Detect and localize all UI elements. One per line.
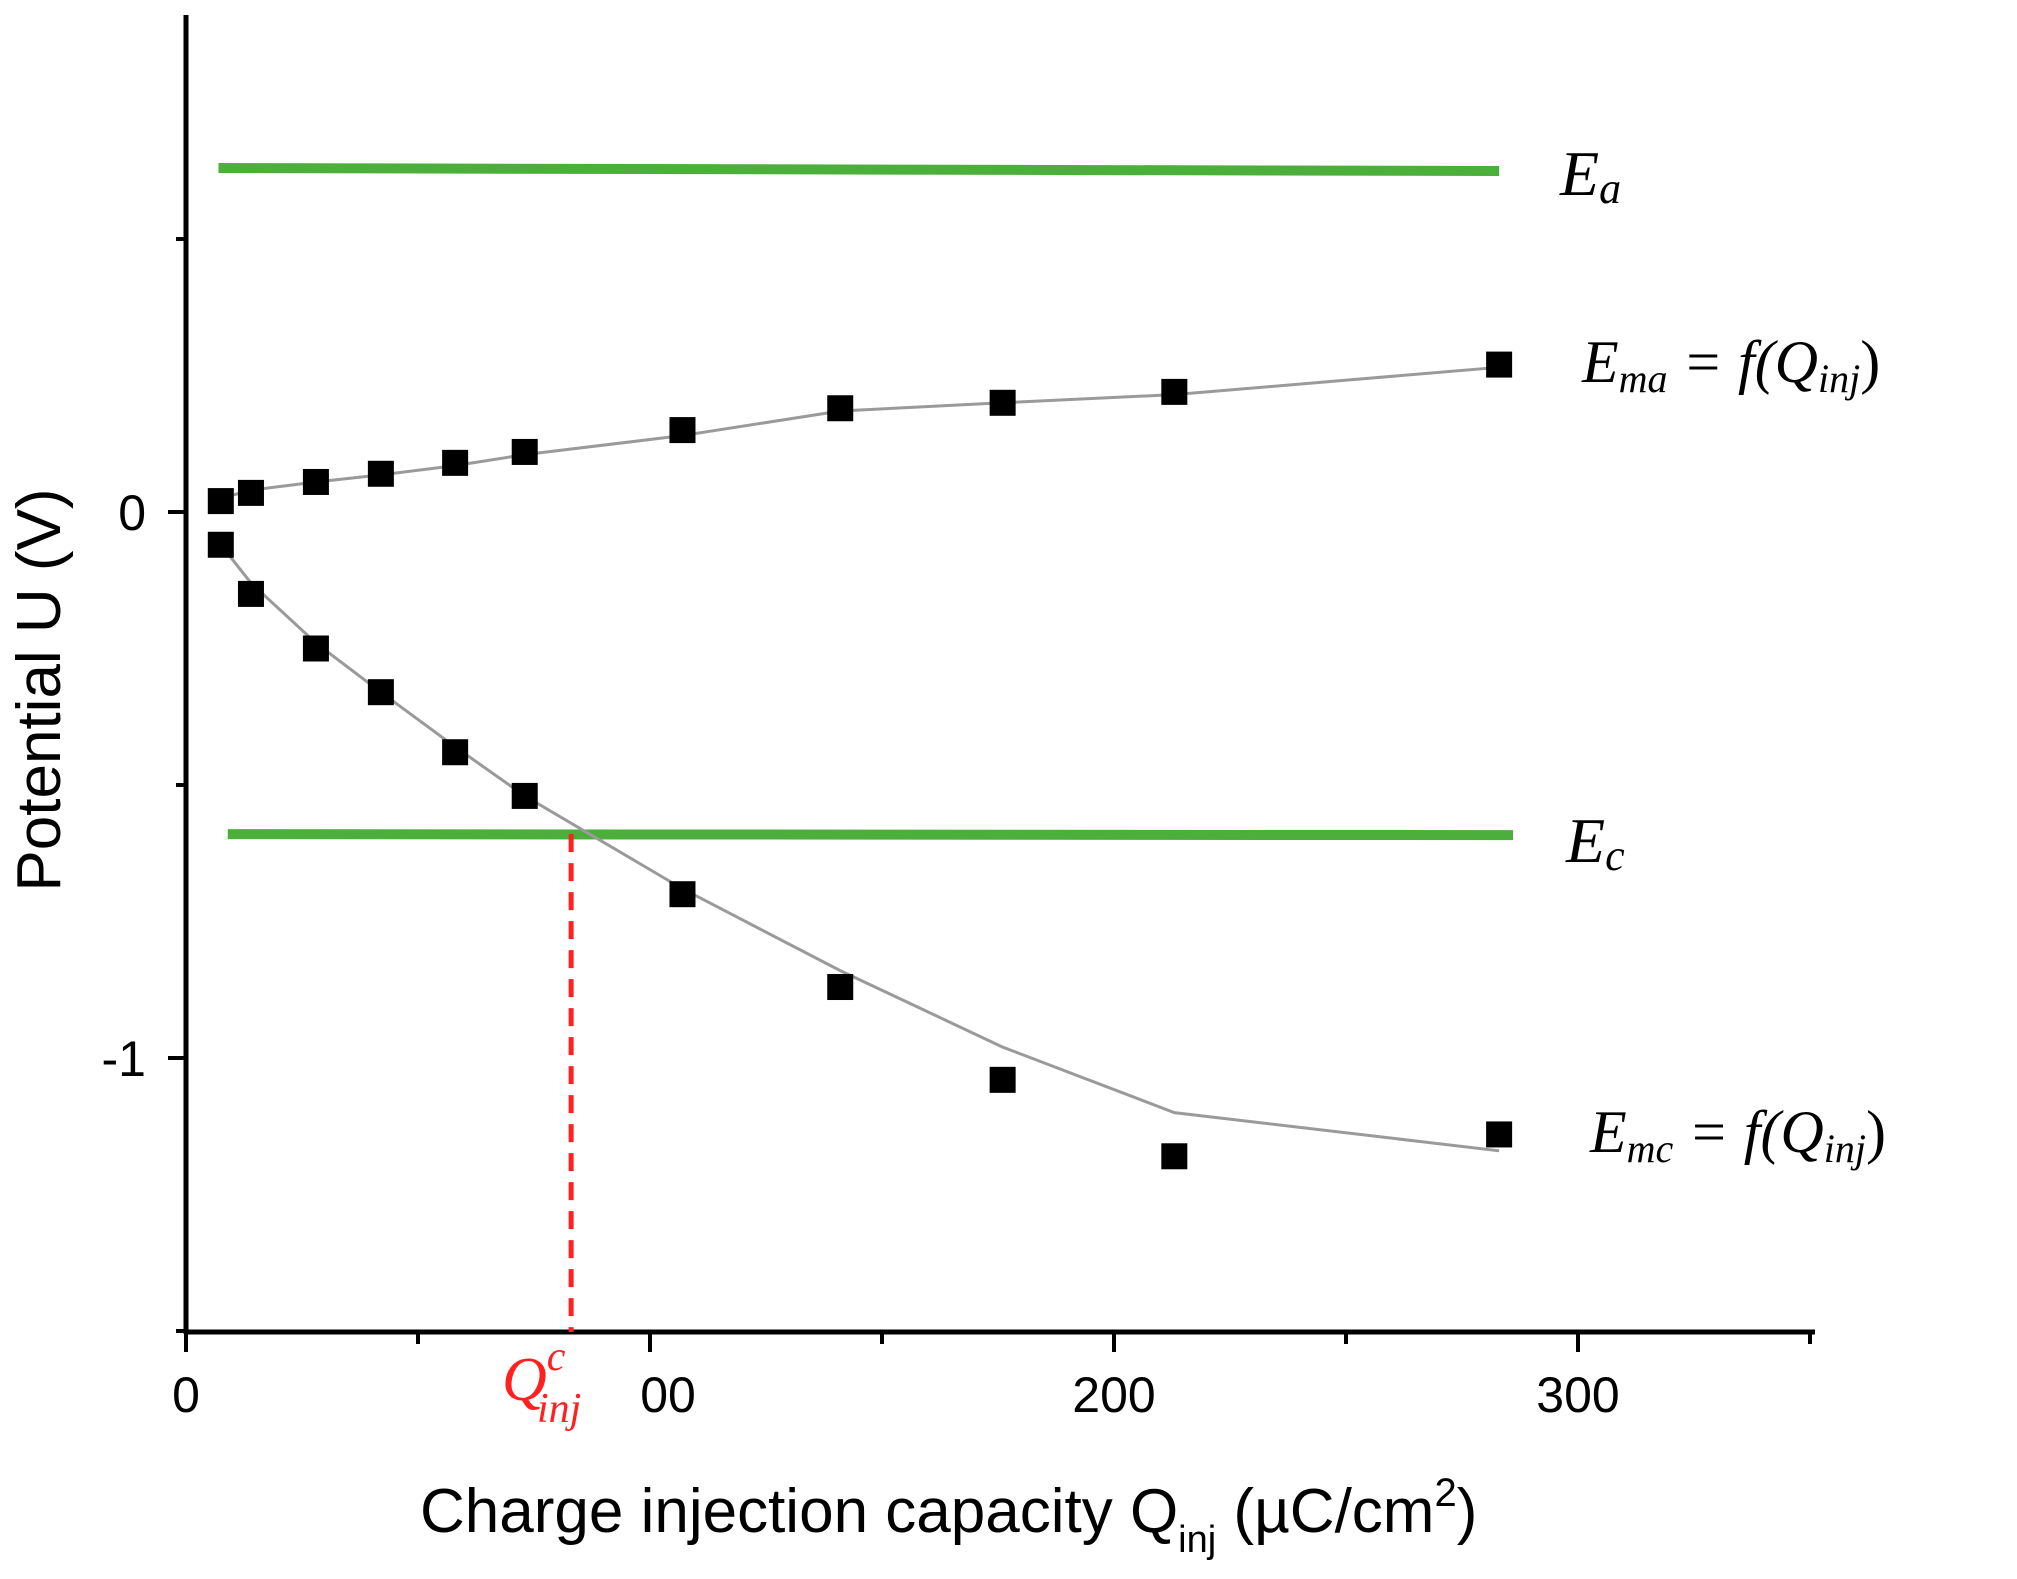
y-axis-title: Potential U (V) [5, 488, 74, 891]
fit-lines [219, 365, 1500, 1153]
emc-label-main: E [1589, 1099, 1627, 1165]
point-e-ma-6 [669, 417, 696, 444]
point-e-ma-10 [1486, 351, 1513, 378]
point-e-ma-4 [442, 449, 469, 476]
point-e-mc-10 [1486, 1121, 1513, 1148]
ea-label: Ea [1559, 138, 1621, 213]
x-axis-title-main: Charge injection capacity Q [420, 1477, 1178, 1546]
axes [183, 15, 1815, 1335]
point-e-ma-3 [367, 460, 394, 487]
ema-label: Ema = f(Qinj) [1581, 329, 1880, 401]
ec-label-main: E [1565, 805, 1605, 876]
reference-lines [218, 163, 1514, 841]
x-tick-label-2: 200 [1072, 1367, 1155, 1423]
y-tick-label-0: 0 [118, 485, 146, 541]
point-e-ma-0 [207, 488, 234, 515]
point-e-ma-9 [1161, 378, 1188, 405]
emc-label-rest: = f(Q [1673, 1099, 1823, 1165]
emc-label-sub: mc [1627, 1126, 1674, 1171]
x-tick-label-0: 0 [172, 1367, 200, 1423]
point-e-mc-4 [442, 739, 469, 766]
reference-line-e-c [227, 829, 1514, 841]
ea-label-main: E [1559, 138, 1599, 209]
point-e-ma-7 [827, 395, 854, 422]
point-e-ma-2 [302, 468, 329, 495]
point-e-mc-3 [367, 679, 394, 706]
point-e-ma-1 [237, 479, 264, 506]
emc-label-close: ) [1866, 1099, 1886, 1165]
fit-line-0 [220, 365, 1500, 500]
x-axis-title-sup: 2 [1434, 1471, 1456, 1515]
q-inj-c-main: Q [502, 1346, 547, 1414]
point-e-mc-1 [237, 580, 264, 607]
ema-label-close: ) [1860, 329, 1880, 395]
point-e-mc-2 [302, 635, 329, 662]
x-axis-title: Charge injection capacity Qinj (µC/cm2) [420, 1471, 1477, 1561]
ticks [168, 237, 1812, 1352]
ec-label-sub: c [1605, 831, 1625, 880]
x-axis-title-unit: (µC/cm [1216, 1477, 1434, 1546]
ema-label-sub: ma [1619, 356, 1668, 401]
y-tick-label-1: -1 [102, 1031, 146, 1087]
point-e-mc-8 [989, 1066, 1016, 1093]
emc-label-rest-sub: inj [1824, 1126, 1866, 1171]
point-e-mc-6 [669, 881, 696, 908]
x-tick-label-1: 00 [640, 1367, 696, 1423]
point-e-mc-9 [1161, 1143, 1188, 1170]
q-inj-c-label: Qc inj [502, 1334, 581, 1432]
x-tick-label-3: 300 [1536, 1367, 1619, 1423]
q-inj-c-sup: c [547, 1334, 566, 1380]
fit-line-1 [219, 543, 1500, 1153]
ec-label: Ec [1565, 805, 1625, 880]
ema-label-main: E [1581, 329, 1619, 395]
ema-label-rest-sub: inj [1818, 356, 1860, 401]
point-e-mc-5 [511, 782, 538, 809]
ea-label-sub: a [1599, 164, 1621, 213]
point-e-ma-5 [511, 438, 538, 465]
point-e-mc-0 [207, 531, 234, 558]
ema-label-rest: = f(Q [1668, 329, 1818, 395]
point-e-ma-8 [989, 389, 1016, 416]
reference-line-e-a [218, 163, 1500, 177]
x-axis-title-close: ) [1457, 1477, 1478, 1546]
point-e-mc-7 [827, 974, 854, 1001]
q-inj-c-sub: inj [537, 1386, 581, 1432]
emc-label: Emc = f(Qinj) [1589, 1099, 1886, 1171]
data-points [207, 351, 1513, 1170]
x-axis-title-sub: inj [1178, 1519, 1216, 1561]
